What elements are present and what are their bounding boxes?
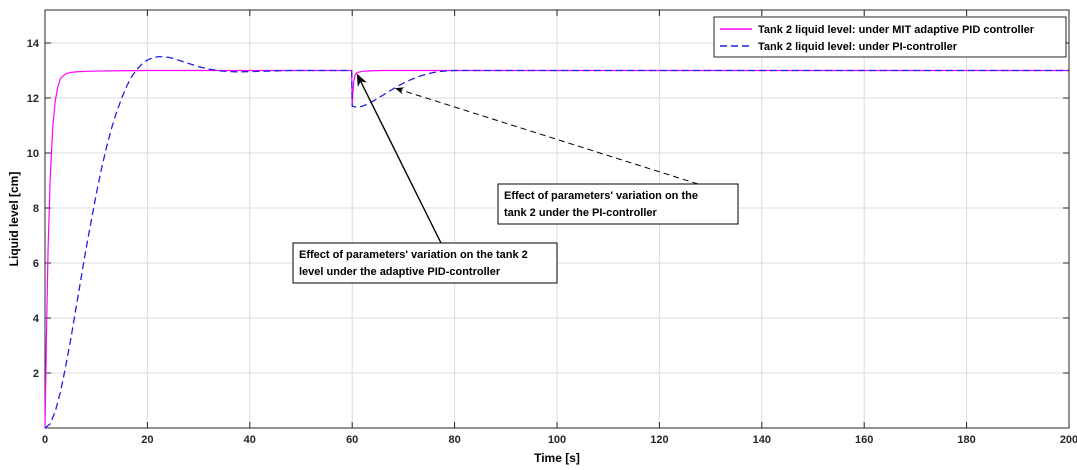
y-tick-label: 4 <box>33 313 40 325</box>
y-tick-label: 2 <box>33 368 39 380</box>
x-tick-label: 100 <box>548 434 566 446</box>
y-tick-label: 14 <box>27 38 40 50</box>
series-layer <box>44 56 1069 429</box>
x-tick-label: 180 <box>957 434 975 446</box>
y-tick-label: 12 <box>27 93 39 105</box>
x-tick-label: 40 <box>244 434 256 446</box>
annotation-box <box>292 242 558 284</box>
x-tick-label: 120 <box>650 434 668 446</box>
series-line-pi-controller <box>44 56 1069 429</box>
annotation-layer: Effect of parameters' variation on the t… <box>292 73 739 284</box>
x-tick-label: 80 <box>448 434 460 446</box>
y-axis-label: Liquid level [cm] <box>7 172 21 267</box>
x-tick-label: 200 <box>1060 434 1077 446</box>
x-axis-label: Time [s] <box>534 451 580 465</box>
legend-box <box>713 16 1067 58</box>
x-tick-label: 0 <box>42 434 48 446</box>
annotation-text: Effect of parameters' variation on the t… <box>299 249 528 261</box>
annotation-arrow <box>394 87 699 185</box>
x-tick-label: 20 <box>141 434 153 446</box>
legend: Tank 2 liquid level: under MIT adaptive … <box>713 16 1067 58</box>
y-tick-label: 10 <box>27 148 39 160</box>
x-tick-label: 140 <box>753 434 771 446</box>
y-tick-label: 8 <box>33 203 39 215</box>
annotation-box <box>497 183 739 225</box>
legend-entry: Tank 2 liquid level: under MIT adaptive … <box>758 24 1035 36</box>
x-tick-label: 160 <box>855 434 873 446</box>
annotation-2: Effect of parameters' variation on the ta… <box>394 87 739 225</box>
annotation-text: Effect of parameters' variation on the <box>504 190 698 202</box>
series-line-adaptive-pid <box>44 69 1069 429</box>
legend-entry: Tank 2 liquid level: under PI-controller <box>758 41 958 53</box>
axis-ticks: 0 20 40 60 80 100 120 140 160 180 200 2 4 6 8 10 12 14 <box>27 10 1077 446</box>
annotation-arrow <box>356 73 442 244</box>
annotation-1: Effect of parameters' variation on the t… <box>292 73 558 284</box>
y-tick-label: 6 <box>33 258 39 270</box>
annotation-text: tank 2 under the PI-controller <box>504 207 658 219</box>
annotation-text: level under the adaptive PID-controller <box>299 266 501 278</box>
x-tick-label: 60 <box>346 434 358 446</box>
